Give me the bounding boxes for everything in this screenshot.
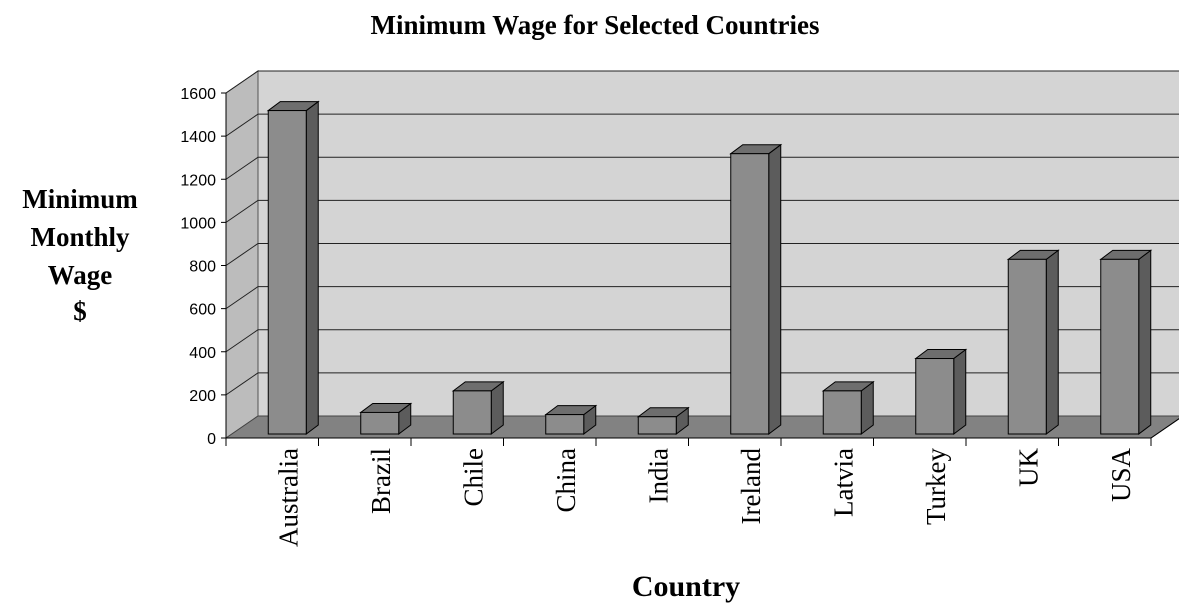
bar-side (1045, 249, 1059, 435)
bar-front (360, 411, 400, 435)
y-axis-label-line-3: Wage (48, 260, 113, 290)
y-axis-label-line-2: Monthly (30, 222, 130, 252)
bar-india (636, 406, 690, 435)
bar-front (1100, 258, 1140, 435)
y-axis-label-line-1: Minimum (22, 184, 138, 214)
x-tick-label: Chile (458, 448, 488, 507)
gridlines (225, 70, 1179, 396)
bar-front (452, 390, 492, 435)
bar-side (1138, 249, 1152, 435)
x-tick-label: Australia (273, 448, 303, 547)
bar-side (768, 143, 782, 435)
bar-front (545, 414, 585, 435)
y-axis: 0 200 400 600 800 1000 1200 1400 1600 (180, 86, 1151, 448)
bar-front (267, 110, 307, 435)
bar-front (915, 358, 955, 435)
bar-front (822, 390, 862, 435)
gridline (225, 156, 1179, 180)
bar-brazil (359, 402, 413, 435)
bar-ireland (729, 143, 783, 435)
y-tick-label: 600 (189, 302, 216, 319)
x-axis-label: Country (632, 570, 740, 603)
x-tick-label: Brazil (366, 448, 396, 514)
bar-australia (266, 100, 320, 435)
y-tick-label: 1200 (180, 172, 216, 189)
bar-front (1007, 258, 1047, 435)
bar-latvia (821, 380, 875, 435)
x-axis-ticks: Australia Brazil Chile China India Ireland Lat… (225, 418, 1179, 547)
x-tick-label: Latvia (828, 448, 858, 517)
gridline (225, 113, 1179, 137)
y-axis-label-line-4: $ (73, 296, 87, 326)
chart-title: Minimum Wage for Selected Countries (371, 10, 820, 40)
bar-side (953, 348, 967, 435)
gridline (225, 329, 1179, 353)
y-tick-label: 0 (207, 431, 216, 448)
x-tick-label: China (551, 448, 581, 513)
gridline (225, 243, 1179, 266)
gridline (225, 70, 1179, 94)
y-tick-label: 800 (189, 259, 216, 276)
y-tick-label: 1400 (180, 129, 216, 146)
bar-side (305, 100, 319, 435)
x-tick-label: USA (1106, 448, 1136, 503)
x-tick-label: UK (1013, 448, 1043, 487)
bar-front (730, 153, 770, 435)
y-tick-label: 1600 (180, 86, 216, 103)
bar-chile (451, 380, 505, 435)
bar-front (637, 416, 677, 435)
bar-usa (1099, 249, 1153, 435)
gridline (225, 372, 1179, 396)
bar-china (544, 404, 598, 435)
y-axis-label: Minimum Monthly Wage $ (22, 184, 138, 326)
gridline (225, 286, 1179, 310)
bars (266, 100, 1153, 435)
x-tick-label: India (643, 448, 673, 503)
x-tick-label: Ireland (736, 448, 766, 525)
y-tick-label: 200 (189, 388, 216, 405)
x-tick-label: Turkey (921, 448, 951, 526)
floor-edge (1150, 418, 1179, 439)
gridline (225, 199, 1179, 223)
y-tick-label: 400 (189, 345, 216, 362)
bar-uk (1006, 249, 1060, 435)
bar-turkey (914, 348, 968, 435)
y-tick-label: 1000 (180, 215, 216, 232)
